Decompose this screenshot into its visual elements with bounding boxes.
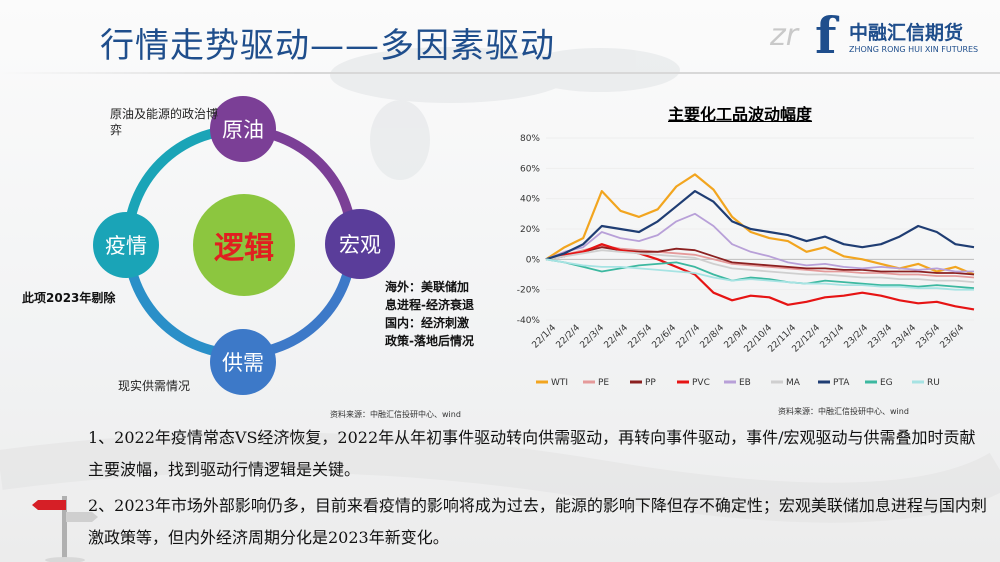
legend-label-eb: EB xyxy=(739,378,751,388)
logo-english-name: ZHONG RONG HUI XIN FUTURES xyxy=(849,45,979,54)
center-logic-label: 逻辑 xyxy=(214,231,274,266)
x-tick-label: 22/6/4 xyxy=(651,323,679,351)
legend-label-ru: RU xyxy=(927,378,940,388)
note-macro-line1: 海外：美联储加 xyxy=(385,280,470,294)
logo-letter: f xyxy=(815,6,837,65)
y-tick-label: 40% xyxy=(520,195,540,205)
node-pandemic-label: 疫情 xyxy=(105,234,147,258)
note-crude: 原油及能源的政治博弈 xyxy=(110,107,219,137)
y-tick-label: 20% xyxy=(520,225,540,235)
legend-label-eg: EG xyxy=(880,378,893,388)
series-line-ru xyxy=(545,258,974,291)
header-divider xyxy=(0,72,1000,74)
x-tick-label: 22/8/4 xyxy=(699,323,727,351)
x-tick-label: 22/3/4 xyxy=(579,323,607,351)
x-tick-label: 23/3/4 xyxy=(867,323,895,351)
series-line-wti xyxy=(545,173,975,276)
y-tick-label: 80% xyxy=(520,134,540,144)
x-tick-label: 23/2/4 xyxy=(843,323,871,351)
x-tick-label: 22/2/4 xyxy=(555,323,583,351)
y-tick-label: 60% xyxy=(520,164,540,174)
legend-label-ma: MA xyxy=(786,378,801,388)
series-line-eg xyxy=(545,258,975,290)
x-tick-label: 22/4/4 xyxy=(603,323,631,351)
x-tick-label: 22/7/4 xyxy=(675,323,703,351)
y-tick-label: -40% xyxy=(517,316,541,326)
chart-source: 资料来源：中融汇信投研中心、wind xyxy=(778,407,909,416)
page-title: 行情走势驱动——多因素驱动 xyxy=(100,26,555,66)
paragraph-2: 2、2023年市场外部影响仍多，目前来看疫情的影响将成为过去，能源的影响下降但存… xyxy=(88,496,987,547)
node-crude-oil-label: 原油 xyxy=(222,118,264,142)
logo-mark: zr xyxy=(770,18,799,53)
node-macro-label: 宏观 xyxy=(339,233,381,257)
x-tick-label: 23/6/4 xyxy=(939,323,967,351)
signpost-icon xyxy=(32,496,98,562)
node-supply-demand: 供需 xyxy=(210,329,276,395)
x-tick-label: 23/4/4 xyxy=(891,323,919,351)
legend-label-wti: WTI xyxy=(551,378,568,388)
y-tick-label: 0% xyxy=(526,255,541,265)
line-chart: 80% 60% 40% 20% 0% -20% -40%22/1/422/2/422/3/4… xyxy=(517,134,975,388)
node-macro: 宏观 xyxy=(325,209,395,279)
x-tick-label: 23/1/4 xyxy=(819,323,847,351)
note-supply: 现实供需情况 xyxy=(118,379,191,393)
center-logic: 逻辑 xyxy=(193,194,295,296)
diagram-source: 资料来源：中融汇信投研中心、wind xyxy=(330,410,461,419)
legend-label-pp: PP xyxy=(645,378,656,388)
note-macro-line2: 息进程-经济衰退 xyxy=(385,298,474,312)
series-line-pta xyxy=(545,189,975,261)
x-tick-label: 22/1/4 xyxy=(531,323,559,351)
note-pandemic: 此项2023年剔除 xyxy=(22,291,116,305)
legend-label-pta: PTA xyxy=(833,378,850,388)
x-tick-label: 23/5/4 xyxy=(915,323,943,351)
legend-label-pe: PE xyxy=(598,378,609,388)
chart-title: 主要化工品波动幅度 xyxy=(668,105,813,124)
legend-label-pvc: PVC xyxy=(692,378,710,388)
series-line-eb xyxy=(545,212,974,273)
paragraph-1: 1、2022年疫情常态VS经济恢复，2022年从年初事件驱动转向供需驱动，再转向… xyxy=(88,428,976,479)
logo-chinese-name: 中融汇信期货 xyxy=(849,22,964,44)
node-crude-oil: 原油 xyxy=(210,96,276,162)
node-supply-demand-label: 供需 xyxy=(222,351,264,375)
x-tick-label: 22/5/4 xyxy=(627,323,655,351)
series-line-pvc xyxy=(545,243,975,311)
y-tick-label: -20% xyxy=(517,286,541,296)
note-macro: 海外：美联储加 息进程-经济衰退 国内：经济刺激 政策-落地后情况 xyxy=(385,278,474,350)
node-pandemic: 疫情 xyxy=(93,212,159,278)
company-logo: zr f 中融汇信期货 ZHONG RONG HUI XIN FUTURES xyxy=(770,6,1000,65)
note-macro-line4: 政策-落地后情况 xyxy=(385,334,474,348)
note-macro-line3: 国内：经济刺激 xyxy=(385,316,470,330)
series-line-ma xyxy=(545,249,975,283)
